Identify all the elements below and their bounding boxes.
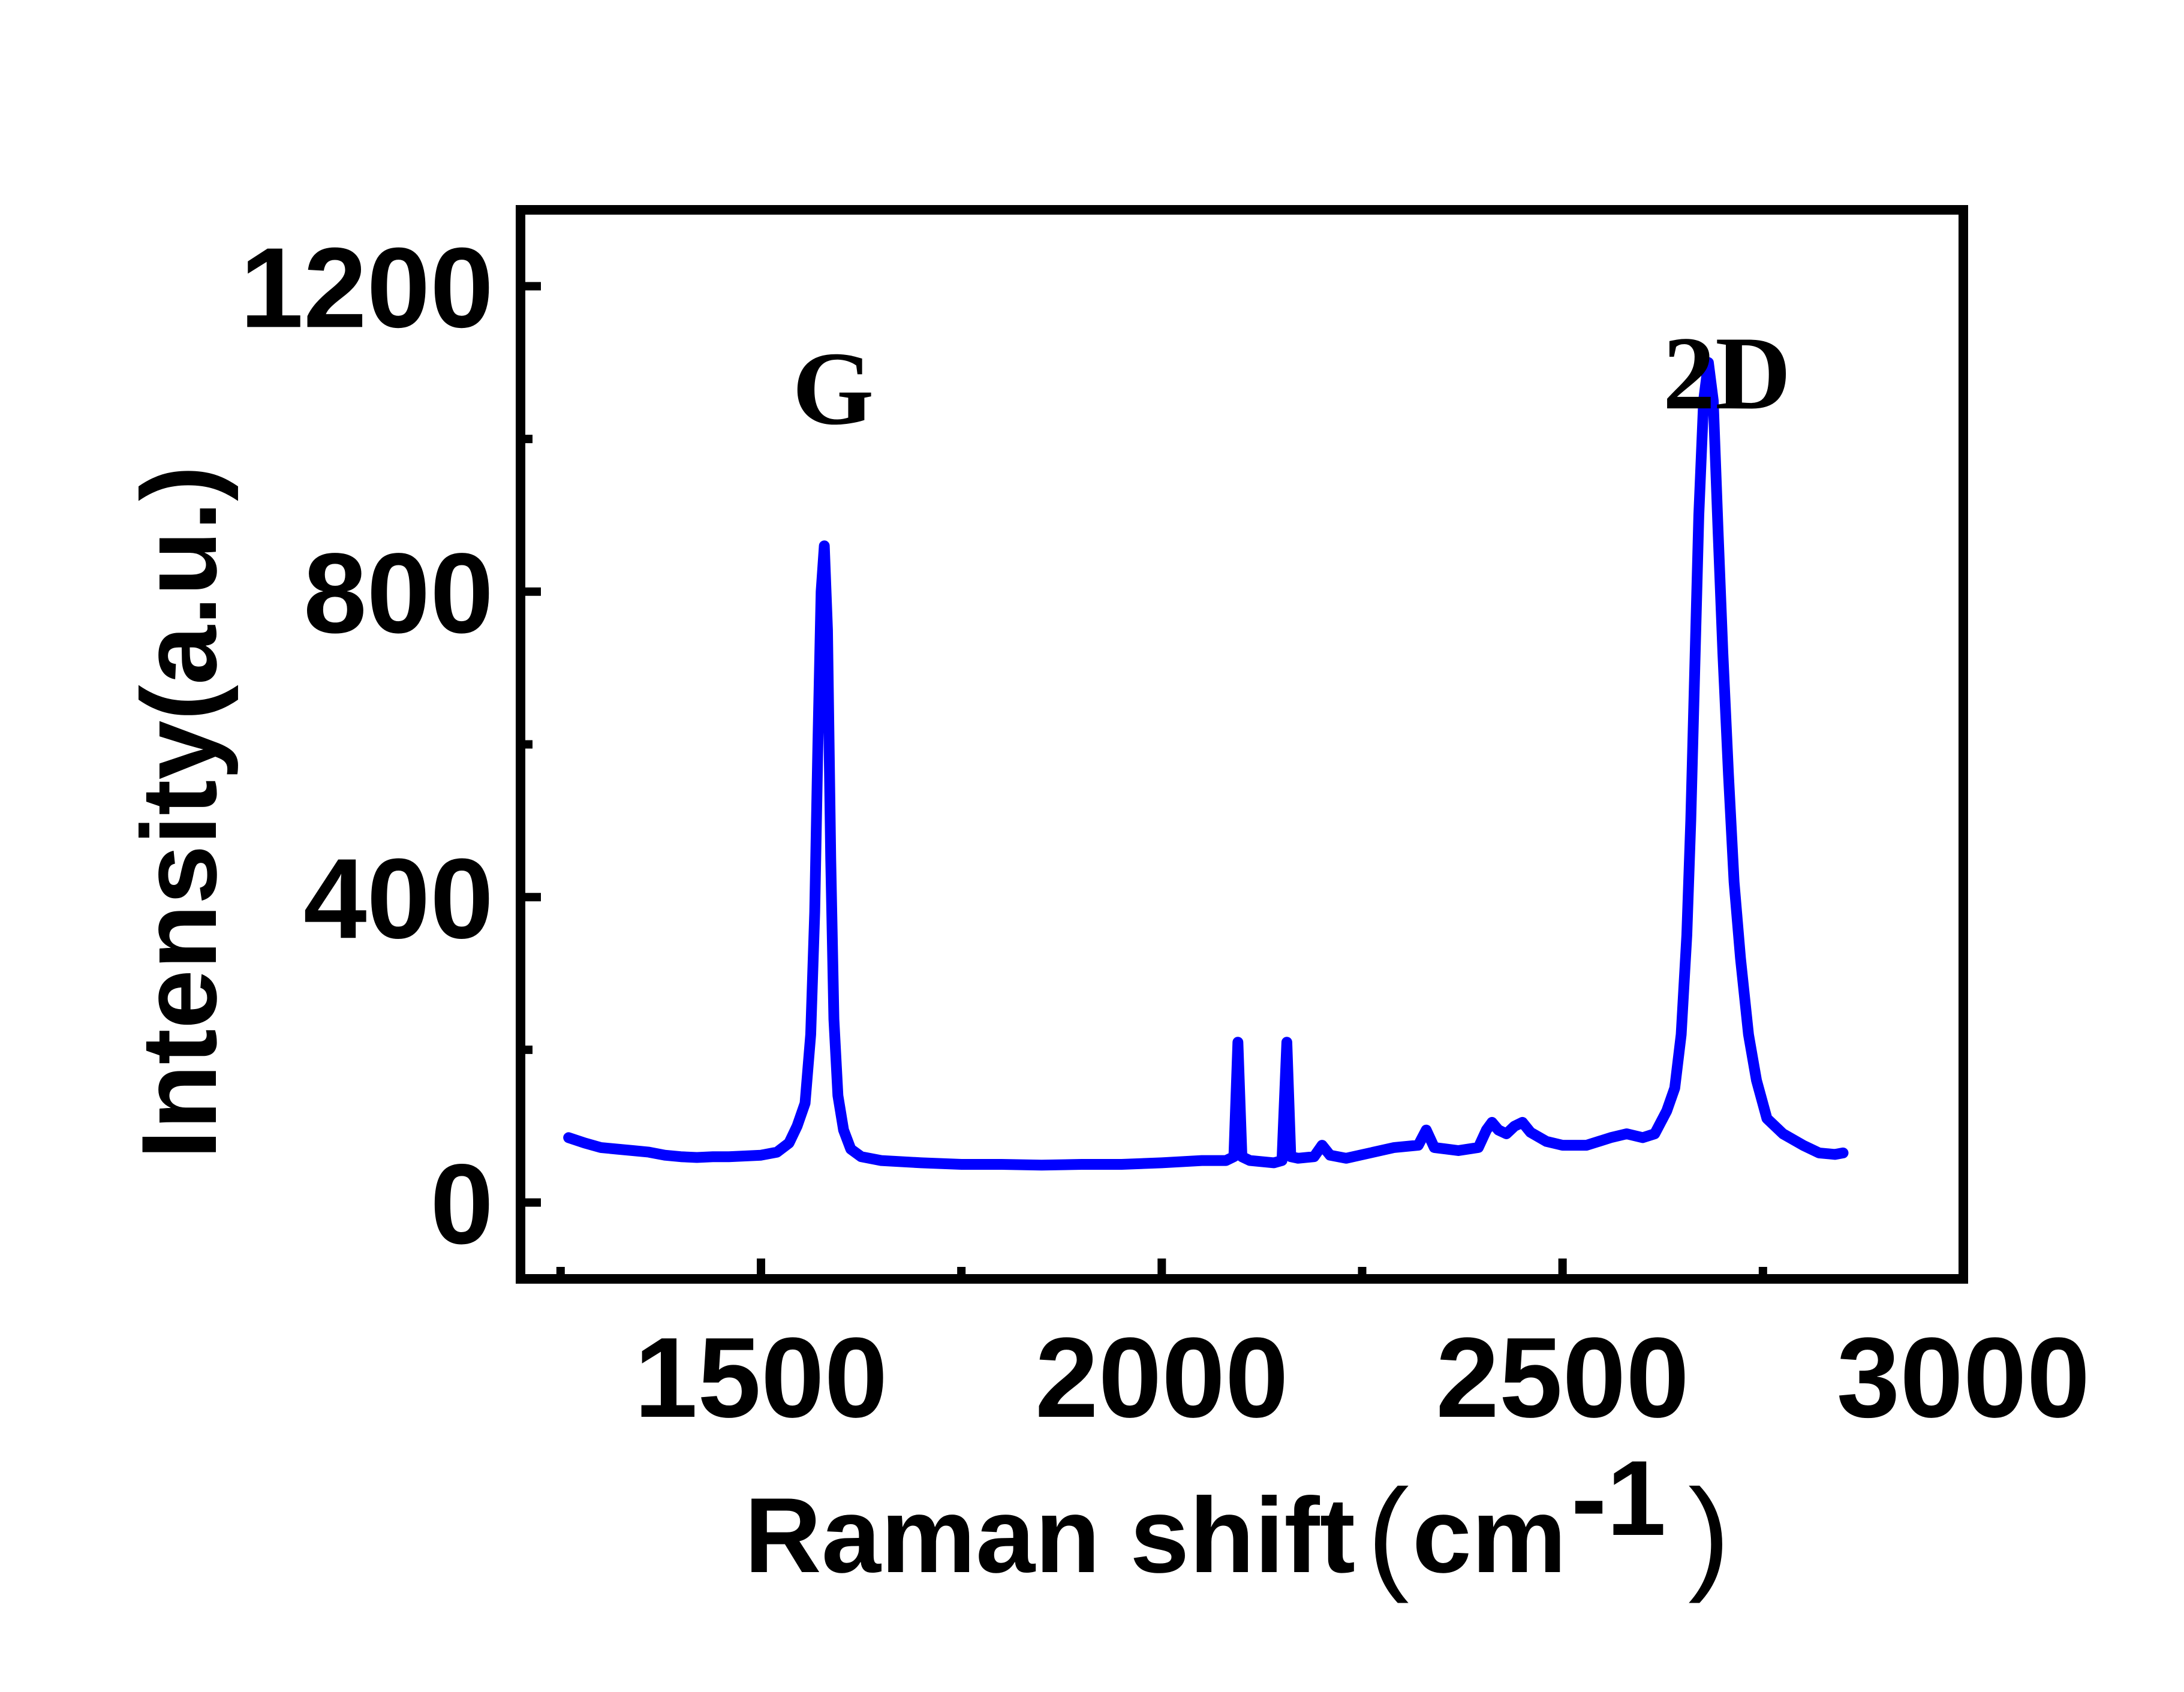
y-tick-label: 400 bbox=[303, 835, 494, 962]
peak-label: G bbox=[792, 330, 874, 447]
x-axis-title-open-paren: ( bbox=[1367, 1463, 1409, 1604]
x-axis-title-close-paren: ) bbox=[1688, 1463, 1730, 1604]
peak-annotations: G 2D bbox=[792, 315, 1791, 446]
y-tick-label: 1200 bbox=[240, 224, 494, 351]
y-tick-label: 800 bbox=[303, 530, 494, 657]
y-tick-label: 0 bbox=[430, 1141, 494, 1268]
y-axis-title: Intensity(a.u.) bbox=[119, 465, 239, 1159]
x-tick-label: 2500 bbox=[1436, 1314, 1689, 1441]
x-axis-title: Raman shift bbox=[744, 1476, 1355, 1595]
x-axis-unit-exponent: -1 bbox=[1571, 1438, 1666, 1558]
spectrum-line bbox=[563, 357, 1849, 1171]
x-tick-label: 2000 bbox=[1035, 1314, 1289, 1441]
x-tick-label: 3000 bbox=[1837, 1314, 2090, 1441]
x-tick-label: 1500 bbox=[634, 1314, 888, 1441]
peak-label: 2D bbox=[1663, 315, 1791, 431]
x-axis-unit: cm bbox=[1412, 1476, 1566, 1595]
axis-tick-labels: 1500 2000 2500 3000 0 400 800 1200 bbox=[240, 224, 2090, 1441]
axis-ticks bbox=[521, 282, 1968, 1279]
